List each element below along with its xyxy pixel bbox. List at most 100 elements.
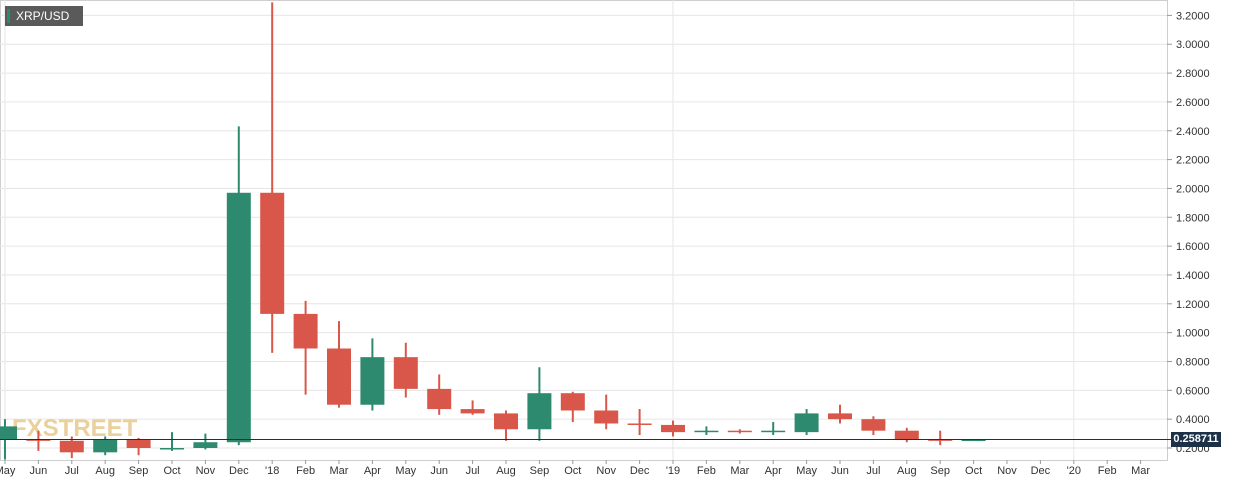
candle xyxy=(393,342,418,398)
candle-body xyxy=(594,410,619,424)
x-tick-label: Oct xyxy=(564,465,581,477)
candle-body xyxy=(494,413,518,430)
fxstreet-watermark: FXSTREET xyxy=(12,415,138,442)
x-tick-label: Sep xyxy=(129,465,149,477)
candle xyxy=(26,430,51,451)
candle xyxy=(160,432,184,451)
candle-body xyxy=(560,393,585,411)
candle-body xyxy=(527,393,552,430)
x-tick-label: Nov xyxy=(596,465,616,477)
candle xyxy=(126,437,151,456)
candle-body xyxy=(727,430,752,433)
candle-body xyxy=(193,442,218,448)
x-tick-label: Mar xyxy=(730,465,749,477)
y-tick-label: 0.4000 xyxy=(1176,414,1210,426)
x-tick-label: Aug xyxy=(496,465,516,477)
candle xyxy=(627,409,652,436)
candle-body xyxy=(260,192,285,314)
candle xyxy=(260,2,285,353)
x-tick-label: May xyxy=(395,465,416,477)
x-tick-label: '19 xyxy=(666,465,680,477)
candle xyxy=(59,436,84,459)
x-tick-label: Aug xyxy=(897,465,917,477)
y-tick-label: 2.4000 xyxy=(1176,126,1210,138)
candle-body xyxy=(460,409,485,414)
candle-body xyxy=(694,430,719,433)
y-tick-label: 1.8000 xyxy=(1176,212,1210,224)
candle xyxy=(494,410,518,441)
x-tick-label: Nov xyxy=(997,465,1017,477)
candle-body xyxy=(794,413,819,433)
y-axis: 3.2000 3.0000 2.8000 2.6000 2.4000 2.2000 2.00… xyxy=(1167,10,1210,455)
candle xyxy=(360,338,385,411)
candle xyxy=(327,321,351,408)
x-tick-label: Dec xyxy=(630,465,650,477)
candle xyxy=(861,416,886,436)
candle-body xyxy=(961,439,986,442)
candle-body xyxy=(761,430,786,433)
y-tick-label: 2.2000 xyxy=(1176,155,1210,167)
candles xyxy=(0,2,986,460)
x-tick-label: Jun xyxy=(430,465,448,477)
grid-lines xyxy=(0,0,1168,461)
x-tick-label: Sep xyxy=(930,465,950,477)
x-tick-label: Apr xyxy=(364,465,381,477)
x-tick-label: Dec xyxy=(1031,465,1051,477)
x-tick-label: Oct xyxy=(163,465,180,477)
x-tick-label: Oct xyxy=(965,465,982,477)
y-tick-label: 1.2000 xyxy=(1176,299,1210,311)
candle-body xyxy=(160,448,184,450)
candle xyxy=(193,433,218,450)
x-tick-label: Feb xyxy=(296,465,315,477)
plot-border xyxy=(0,0,1168,461)
candle-body xyxy=(861,419,886,431)
x-tick-label: Mar xyxy=(1131,465,1150,477)
candle-body xyxy=(93,439,118,453)
x-tick-label: Jul xyxy=(466,465,480,477)
candle xyxy=(661,420,685,437)
y-tick-label: 1.0000 xyxy=(1176,328,1210,340)
y-tick-label: 1.6000 xyxy=(1176,241,1210,253)
x-tick-label: '18 xyxy=(265,465,279,477)
x-tick-label: Jul xyxy=(866,465,880,477)
y-tick-label: 3.2000 xyxy=(1176,10,1210,22)
candle-body xyxy=(26,439,51,441)
y-tick-label: 0.8000 xyxy=(1176,356,1210,368)
candle-body xyxy=(427,388,452,410)
candle xyxy=(293,300,318,395)
x-tick-label: Dec xyxy=(229,465,249,477)
candle xyxy=(794,409,819,436)
candle-body xyxy=(661,424,685,433)
candle-body xyxy=(894,430,919,440)
x-tick-label: Feb xyxy=(1098,465,1117,477)
candle-body xyxy=(627,423,652,425)
x-tick-label: Apr xyxy=(765,465,782,477)
candle-body xyxy=(293,313,318,349)
candle xyxy=(828,404,852,424)
candle xyxy=(226,126,251,446)
x-tick-label: Jul xyxy=(65,465,79,477)
x-tick-label: Aug xyxy=(95,465,115,477)
x-tick-label: Jun xyxy=(30,465,48,477)
candle-body xyxy=(393,357,418,389)
candle xyxy=(761,422,786,436)
x-tick-label: May xyxy=(796,465,817,477)
x-tick-label: Sep xyxy=(530,465,550,477)
candle xyxy=(694,426,719,436)
candle xyxy=(594,394,619,430)
candle-body xyxy=(928,439,953,441)
candle xyxy=(560,391,585,423)
x-axis: May Jun Jul Aug Sep Oct Nov Dec '18 Feb Mar Apr May J… xyxy=(0,460,1150,477)
y-tick-label: 1.4000 xyxy=(1176,270,1210,282)
y-tick-label: 2.0000 xyxy=(1176,183,1210,195)
candle-body xyxy=(59,440,84,453)
y-tick-label: 2.6000 xyxy=(1176,97,1210,109)
candle xyxy=(527,367,552,441)
x-tick-label: Jun xyxy=(831,465,849,477)
candle-body xyxy=(126,439,151,448)
candle xyxy=(928,430,953,446)
candle xyxy=(460,400,485,415)
x-tick-label: Feb xyxy=(697,465,716,477)
